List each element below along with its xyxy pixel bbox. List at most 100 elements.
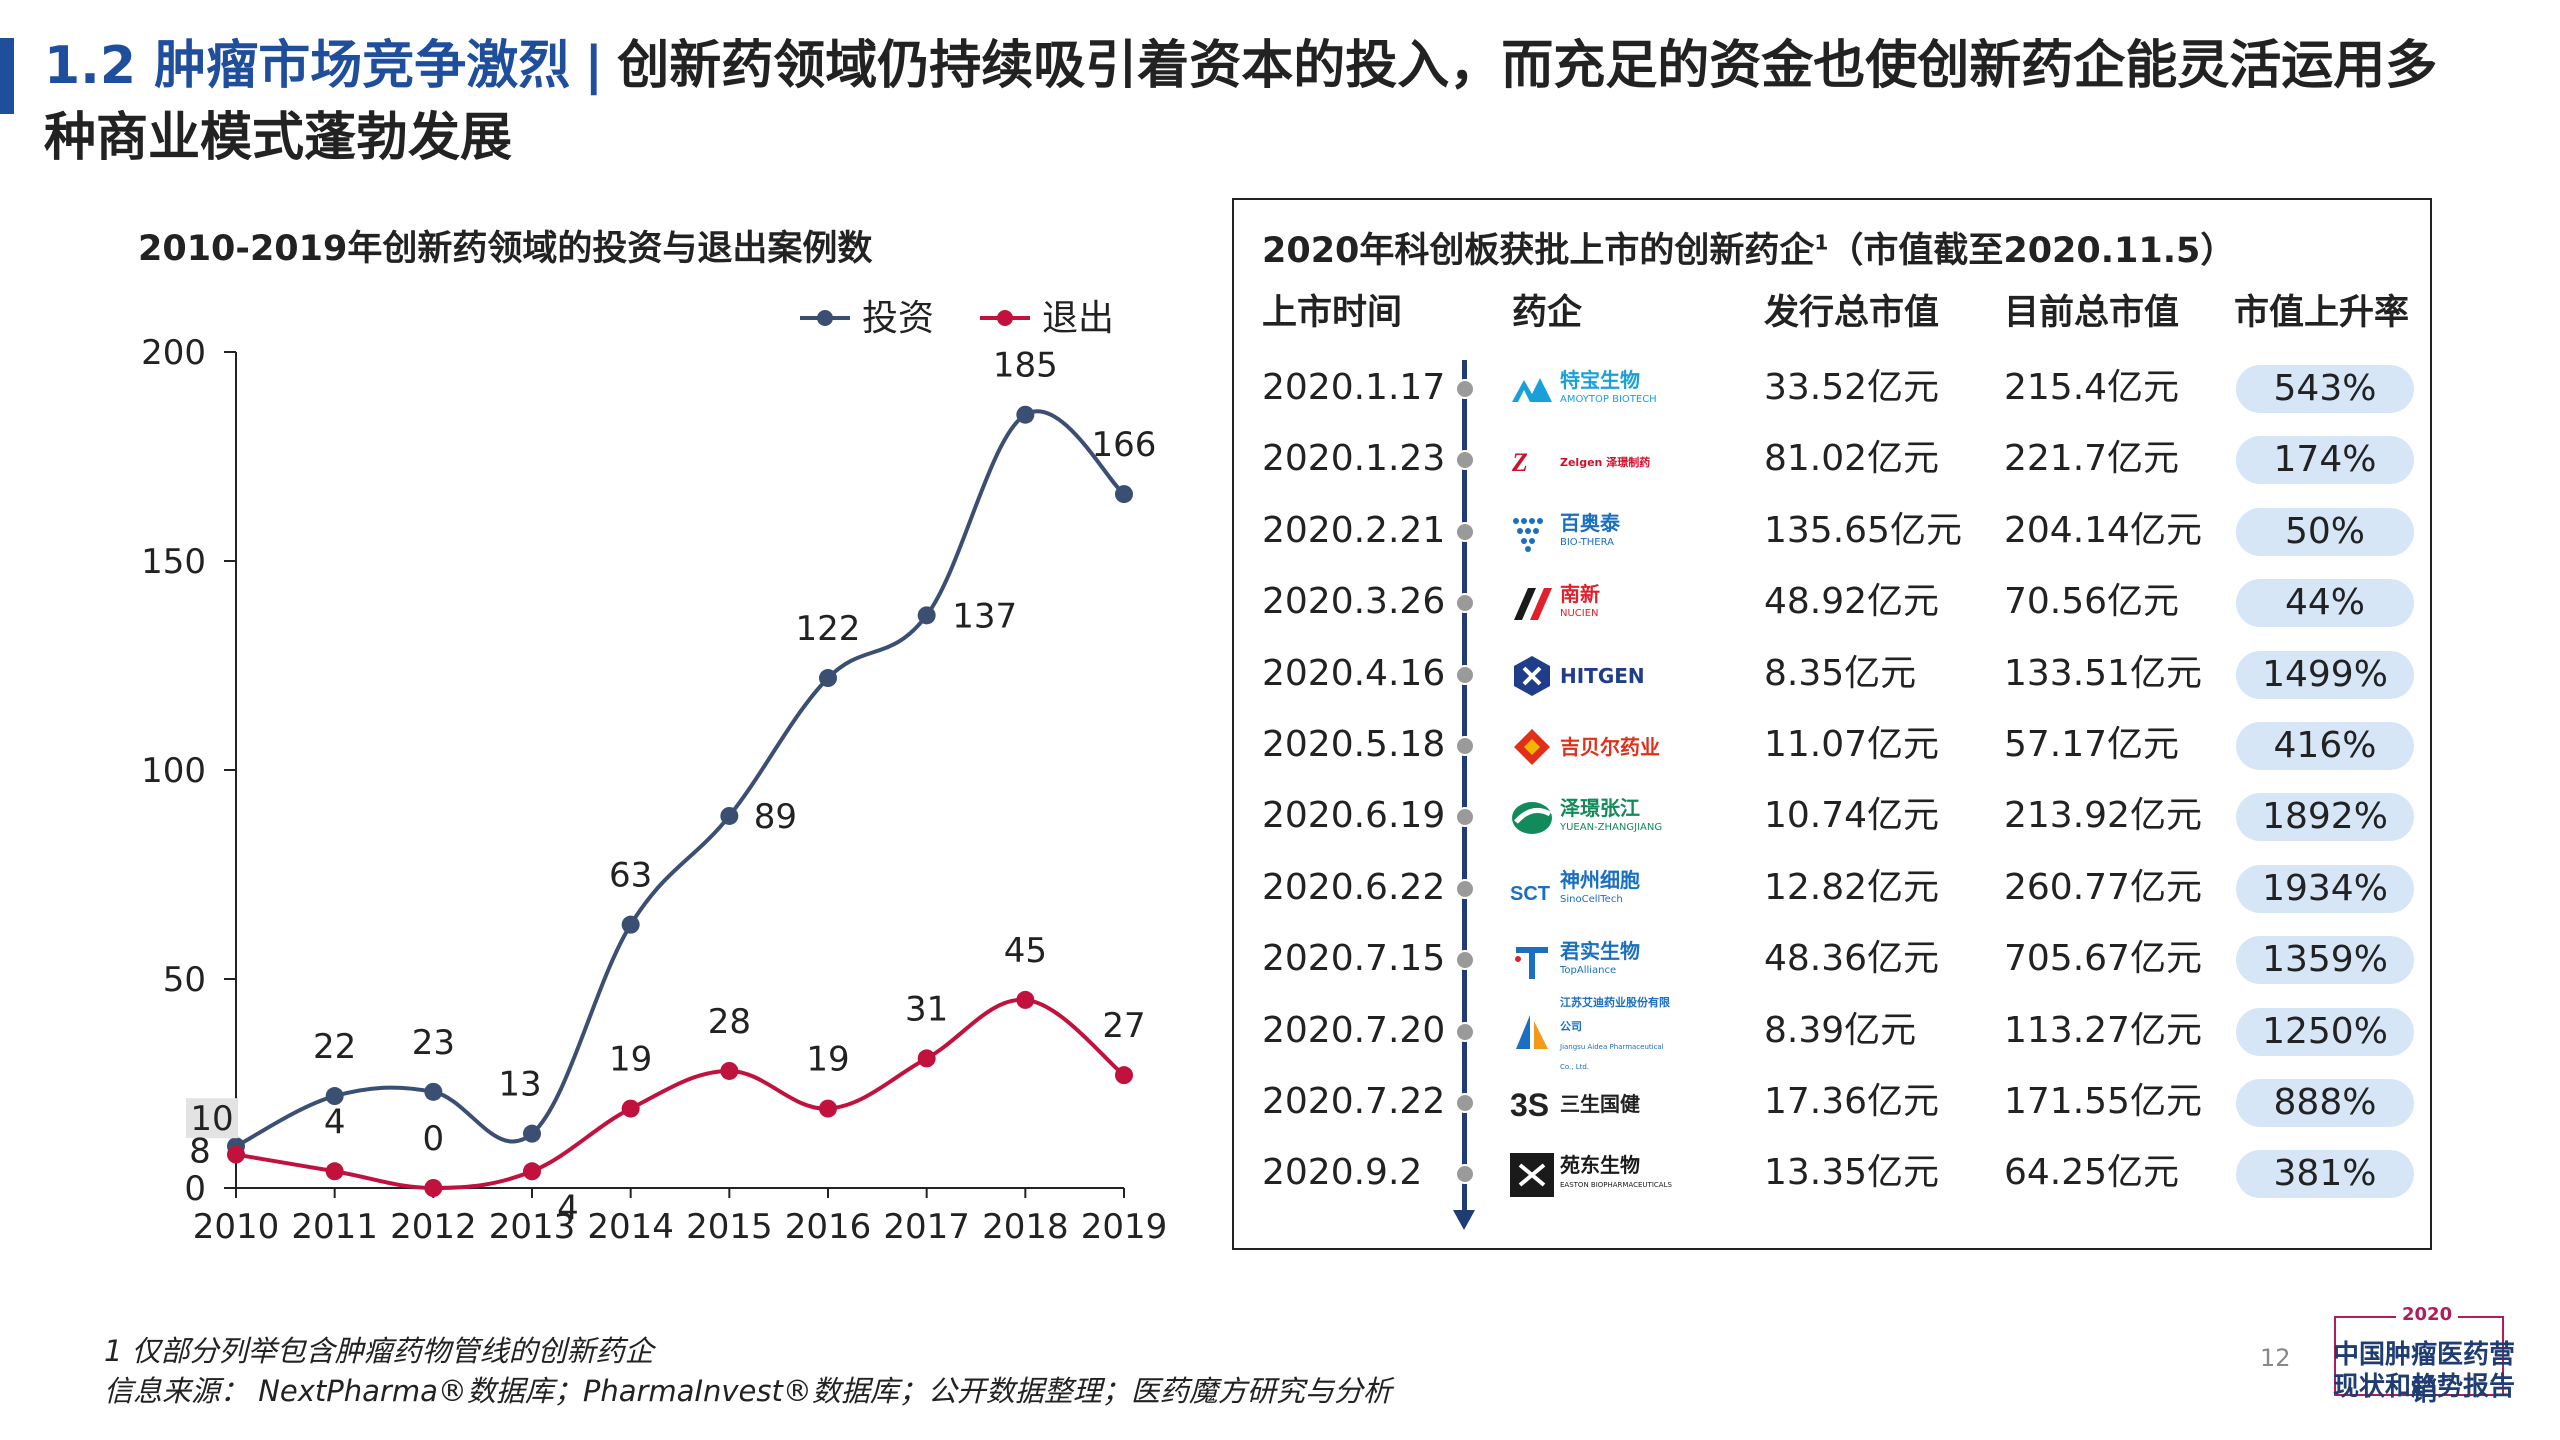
data-point (621, 915, 640, 934)
table-row: 2020.7.22 3S 三生国健 17.36亿元 171.55亿元 888% (1234, 1068, 2430, 1138)
data-label: 19 (806, 1040, 849, 1080)
chart-title: 2010-2019年创新药领域的投资与退出案例数 (138, 229, 873, 269)
x-tick-label: 2014 (587, 1207, 674, 1247)
svg-text:3S: 3S (1510, 1087, 1549, 1123)
company-name: 百奥泰 BIO-THERA (1560, 513, 1620, 553)
data-label: 4 (557, 1188, 579, 1228)
slash-logo-icon: 南新 NUCIEN (1510, 579, 1674, 629)
company-name-text: 江苏艾迪药业股份有限公司 (1560, 995, 1670, 1033)
issue-market-value: 11.07亿元 (1764, 724, 1940, 765)
sail-logo-icon: 江苏艾迪药业股份有限公司 Jiangsu Aidea Pharmaceutical… (1510, 996, 1674, 1071)
data-point (720, 806, 739, 825)
data-point (819, 1099, 837, 1118)
data-label: 22 (313, 1027, 356, 1067)
listing-date: 2020.7.20 (1262, 1009, 1446, 1051)
footnote: 1 仅部分列举包含肿瘤药物管线的创新药企 (104, 1334, 654, 1368)
timeline-dot-icon (1455, 878, 1475, 899)
timeline-dot-icon (1455, 1164, 1475, 1185)
company-name-text: 三生国健 (1560, 1092, 1640, 1116)
company-name-text: 南新 (1560, 582, 1600, 607)
page-title-prefix: 1.2 肿瘤市场竞争激烈 (44, 36, 571, 96)
company-name: 吉贝尔药业 (1560, 737, 1660, 757)
x-tick-label: 2015 (686, 1207, 773, 1247)
timeline-dot-icon (1455, 664, 1475, 685)
data-label: 45 (1004, 931, 1047, 971)
x-tick-label: 2016 (785, 1207, 872, 1247)
table-title: 2020年科创板获批上市的创新药企1（市值截至2020.11.5） (1262, 230, 2236, 271)
timeline-arrow-icon (1453, 1210, 1475, 1230)
company-name: 神州细胞 SinoCellTech (1560, 870, 1640, 910)
current-market-value: 213.92亿元 (2004, 795, 2202, 837)
current-market-value: 260.77亿元 (2004, 866, 2202, 908)
listing-date: 2020.7.15 (1262, 938, 1446, 980)
table-row: 2020.4.16 HITGEN 8.35亿元 133.51亿元 1499% (1234, 640, 2430, 710)
data-label: 122 (796, 609, 861, 649)
data-label: 4 (324, 1102, 346, 1142)
listing-date: 2020.7.22 (1262, 1081, 1446, 1122)
listing-date: 2020.9.2 (1262, 1152, 1423, 1194)
y-tick-label: 150 (141, 542, 206, 582)
series-line-exit (235, 997, 1126, 1191)
table-row: 2020.6.19 泽璟张江 YUEAN-ZHANGJIANG 10.74亿元 213.… (1234, 782, 2430, 852)
page-title: 1.2 肿瘤市场竞争激烈 | 创新药领域仍持续吸引着资本的投入，而充足的资金也使创新… (44, 30, 2464, 174)
timeline-dot-icon (1455, 593, 1475, 614)
x-tick-label: 2019 (1081, 1207, 1168, 1247)
timeline-dot-icon (1455, 1093, 1475, 1113)
svg-text:SCT: SCT (1510, 883, 1550, 905)
current-market-value: 215.4亿元 (2004, 367, 2180, 408)
company-name-text: Zelgen 泽璟制药 (1560, 456, 1651, 470)
data-label: 31 (905, 989, 948, 1029)
issue-market-value: 33.52亿元 (1764, 367, 1940, 408)
data-point (523, 1162, 541, 1181)
data-label: 63 (609, 856, 652, 896)
current-market-value: 171.55亿元 (2004, 1081, 2202, 1122)
current-market-value: 57.17亿元 (2004, 724, 2180, 765)
brand-line-1: 中国肿瘤医药营销 (2332, 1340, 2515, 1407)
company-english-name: YUEAN-ZHANGJIANG (1560, 822, 1663, 834)
mountain-logo-icon: 特宝生物 AMOYTOP BIOTECH (1510, 365, 1674, 415)
swoosh-logo-icon: 泽璟张江 YUEAN-ZHANGJIANG (1510, 793, 1674, 843)
header-current-value: 目前总市值 (2004, 293, 2180, 333)
series-line-investment (235, 409, 1126, 1148)
company-name-text: 君实生物 (1560, 939, 1640, 964)
easton-logo-icon: 苑东生物 EASTON BIOPHARMACEUTICALS (1510, 1150, 1674, 1200)
company-english-name: AMOYTOP BIOTECH (1560, 394, 1657, 405)
data-point (325, 1087, 344, 1106)
growth-rate-badge: 1250% (2236, 1007, 2414, 1056)
data-point (523, 1124, 541, 1143)
ipo-table-panel: 2020年科创板获批上市的创新药企1（市值截至2020.11.5） 上市时间 药… (1232, 198, 2432, 1250)
data-point (1016, 990, 1035, 1009)
growth-rate-badge: 44% (2236, 579, 2414, 628)
y-tick-label: 100 (141, 751, 206, 791)
company-english-name: SinoCellTech (1560, 893, 1623, 905)
listing-date: 2020.6.19 (1262, 795, 1446, 837)
dot-matrix-logo-icon: 百奥泰 BIO-THERA (1510, 508, 1674, 558)
company-name: 特宝生物 AMOYTOP BIOTECH (1560, 370, 1657, 410)
data-label: 19 (609, 1040, 652, 1080)
growth-rate-badge: 1934% (2236, 864, 2414, 913)
listing-date: 2020.6.22 (1262, 866, 1446, 908)
company-name-text: 泽璟张江 (1560, 796, 1640, 821)
data-label-highlight (186, 1098, 238, 1139)
timeline-dot-icon (1455, 521, 1475, 542)
table-row: 2020.5.18 吉贝尔药业 11.07亿元 57.17亿元 416% (1234, 711, 2430, 781)
y-tick-label: 200 (141, 333, 206, 373)
listing-date: 2020.5.18 (1262, 724, 1446, 765)
company-english-name: Jiangsu Aidea Pharmaceutical Co., Ltd. (1560, 1042, 1664, 1071)
brand-year: 2020 (2396, 1304, 2459, 1325)
issue-market-value: 135.65亿元 (1764, 509, 1962, 551)
y-tick-label: 50 (163, 960, 206, 1000)
legend-label: 退出 (1042, 298, 1114, 339)
hexagon-logo-icon: HITGEN (1510, 651, 1674, 701)
header-issue-value: 发行总市值 (1764, 293, 1940, 333)
company-name: 泽璟张江 YUEAN-ZHANGJIANG (1560, 798, 1662, 838)
growth-rate-badge: 381% (2236, 1150, 2414, 1199)
company-name: 南新 NUCIEN (1560, 584, 1600, 624)
issue-market-value: 8.39亿元 (1764, 1009, 1917, 1051)
data-label: 28 (708, 1002, 751, 1042)
data-label: 10 (190, 1099, 233, 1139)
table-row: 2020.7.20 江苏艾迪药业股份有限公司 Jiangsu Aidea Pharm… (1234, 996, 2430, 1071)
data-label: 137 (952, 596, 1017, 636)
page-number: 12 (2260, 1344, 2291, 1372)
sct-logo-icon: SCT 神州细胞 SinoCellTech (1510, 865, 1674, 915)
